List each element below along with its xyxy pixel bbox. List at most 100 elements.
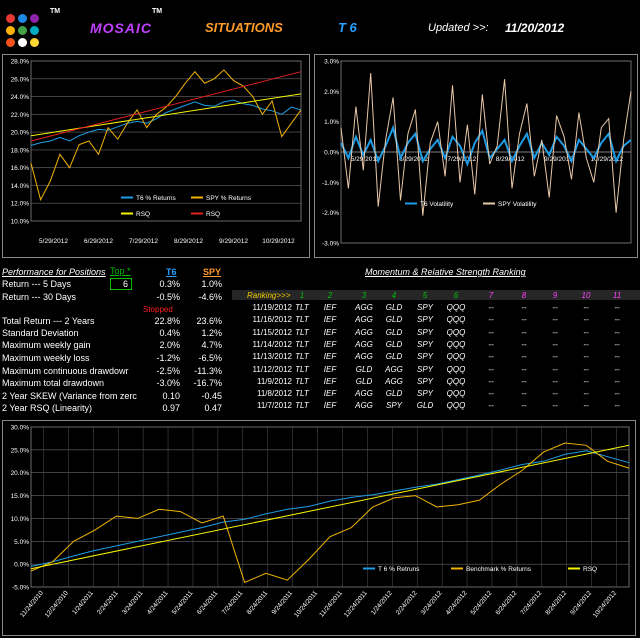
- spy-header: SPY: [203, 267, 222, 277]
- rank-cell: SPY: [416, 376, 433, 386]
- legend-label: SPY Volatility: [498, 201, 537, 208]
- perf-row-label: Standard Deviation: [2, 328, 79, 338]
- y-tick-label: 0.0%: [324, 150, 339, 157]
- volatility-chart-panel: 3.0% 2.0% 1.0% 0.0% -1.0% -2.0% -3.0% 5/29/2012…: [314, 54, 638, 258]
- rank-number: 3: [361, 291, 367, 300]
- logo-dot: [30, 14, 39, 23]
- perf-row-spy: -11.3%: [194, 366, 222, 376]
- rank-cell: --: [614, 401, 620, 411]
- logo-dot: [18, 26, 27, 35]
- logo-dot: [6, 26, 15, 35]
- perf-row-label: 2 Year RSQ (Linearity): [2, 403, 93, 413]
- rank-cell: --: [488, 401, 494, 411]
- rank-cell: --: [614, 376, 620, 386]
- ranking-header-band: [232, 290, 640, 300]
- perf-row-t6: 0.10: [162, 391, 180, 401]
- rank-cell: SPY: [416, 315, 433, 325]
- x-tick-label: 12/24/2010: [44, 590, 71, 620]
- rank-cell: --: [583, 327, 589, 337]
- rank-cell: QQQ: [446, 339, 466, 349]
- perf-row-t6: 2.0%: [159, 340, 180, 350]
- perf-row-spy: -16.7%: [193, 378, 222, 388]
- rank-cell: --: [488, 315, 494, 325]
- rank-cell: IEF: [323, 352, 337, 362]
- rank-cell: SPY: [416, 303, 433, 312]
- y-tick-label: 12.0%: [11, 201, 30, 208]
- perf-row-t6: 22.8%: [154, 316, 180, 326]
- perf-row-spy: 1.2%: [201, 328, 222, 338]
- rank-cell: TLT: [295, 303, 309, 312]
- rank-cell: IEF: [323, 401, 337, 411]
- legend-label: RSQ: [136, 211, 150, 218]
- rank-cell: --: [583, 315, 589, 325]
- rank-cell: IEF: [323, 339, 337, 349]
- y-tick-label: -5.0%: [12, 585, 29, 592]
- x-tick-label: 7/24/2011: [221, 589, 245, 616]
- rank-cell: --: [614, 352, 620, 362]
- y-tick-label: 1.0%: [324, 119, 339, 126]
- rank-cell: --: [583, 364, 589, 374]
- ranking-table: Momentum & Relative Strength Ranking Ran…: [232, 262, 640, 418]
- x-tick-label: 4/24/2012: [445, 589, 469, 616]
- rank-cell: --: [614, 339, 620, 349]
- legend-label: T 6 % Retruns: [378, 566, 420, 573]
- rank-cell: --: [583, 303, 589, 312]
- y-tick-label: 22.0%: [11, 112, 30, 119]
- legend-label: T6 Volatility: [420, 201, 454, 208]
- rank-cell: GLD: [355, 376, 373, 386]
- rank-cell: GLD: [416, 401, 434, 411]
- benchmark-chart-panel: 30.0% 25.0% 20.0% 15.0% 10.0% 5.0% 0.0% -5.0% 11…: [2, 420, 636, 636]
- ranking-title: Momentum & Relative Strength Ranking: [365, 267, 526, 277]
- series-line: [340, 124, 632, 167]
- legend-label: T6 % Returns: [136, 195, 176, 202]
- rank-cell: --: [488, 364, 494, 374]
- y-tick-label: 15.0%: [11, 493, 30, 500]
- rank-cell: SPY: [416, 364, 433, 374]
- rank-date: 11/9/2012: [257, 376, 292, 386]
- series-line: [30, 71, 302, 142]
- x-tick-label: 10/29/2012: [262, 238, 295, 245]
- perf-row-spy: -6.5%: [198, 353, 222, 363]
- rank-cell: --: [614, 303, 620, 312]
- rank-cell: GLD: [385, 339, 403, 349]
- legend-label: RSQ: [206, 211, 220, 218]
- rank-cell: IEF: [323, 315, 337, 325]
- x-tick-label: 7/29/2012: [447, 156, 476, 163]
- x-tick-label: 2/24/2011: [96, 589, 120, 616]
- rank-cell: --: [583, 352, 589, 362]
- top-value-box[interactable]: 6: [110, 278, 132, 290]
- y-tick-label: -2.0%: [322, 210, 339, 217]
- x-tick-label: 3/24/2012: [420, 589, 444, 616]
- rank-cell: AGG: [355, 339, 373, 349]
- rank-cell: --: [521, 352, 527, 362]
- rank-cell: TLT: [295, 315, 309, 325]
- rank-cell: TLT: [295, 401, 309, 411]
- t6-header: T6: [166, 267, 177, 277]
- volatility-chart: 3.0% 2.0% 1.0% 0.0% -1.0% -2.0% -3.0% 5/29/2012…: [322, 59, 632, 248]
- x-tick-label: 9/29/2012: [219, 238, 248, 245]
- x-tick-label: 11/24/2010: [19, 590, 45, 619]
- perf-row-t6: 0.97: [162, 403, 180, 413]
- header: TM MOSAIC TM SITUATIONS T 6 Updated >>: …: [0, 0, 640, 52]
- logo-dot: [18, 14, 27, 23]
- x-tick-label: 1/24/2011: [71, 589, 95, 616]
- rank-cell: TLT: [295, 376, 309, 386]
- rank-cell: --: [552, 376, 558, 386]
- rank-cell: SPY: [416, 352, 433, 362]
- rank-cell: --: [488, 327, 494, 337]
- series-line: [30, 442, 630, 584]
- x-tick-label: 2/24/2012: [395, 589, 419, 616]
- rank-cell: GLD: [355, 364, 373, 374]
- rank-number: 10: [581, 291, 591, 300]
- rank-cell: --: [583, 401, 589, 411]
- x-tick-label: 6/24/2012: [494, 589, 518, 616]
- rank-cell: AGG: [355, 352, 373, 362]
- y-tick-label: 3.0%: [324, 59, 339, 66]
- y-tick-label: 20.0%: [11, 130, 30, 137]
- rank-cell: GLD: [385, 352, 403, 362]
- perf-row-t6: -2.5%: [156, 366, 180, 376]
- rank-date: 11/13/2012: [252, 352, 292, 362]
- series-line: [30, 69, 302, 202]
- x-tick-label: 7/29/2012: [129, 238, 158, 245]
- returns-chart: 28.0% 26.0% 24.0% 22.0% 20.0% 18.0% 16.0% 14.0%…: [11, 59, 302, 245]
